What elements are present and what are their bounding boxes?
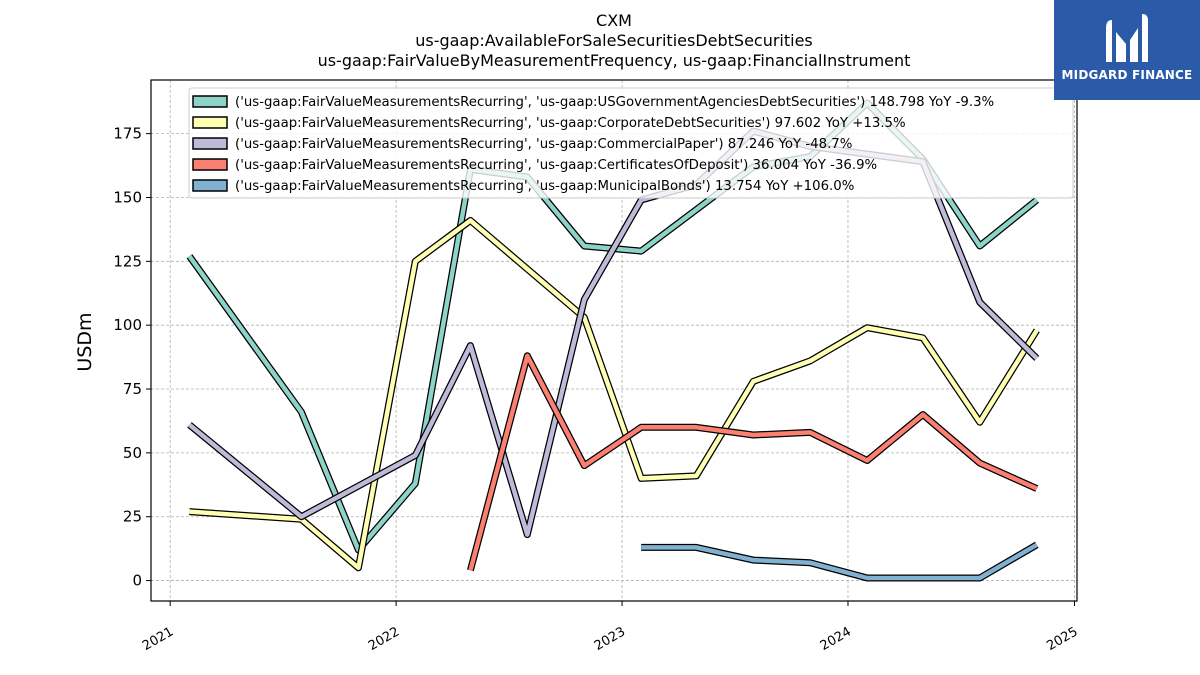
logo-mark-icon (1106, 14, 1148, 62)
legend-entry: ('us-gaap:FairValueMeasurementsRecurring… (235, 158, 877, 173)
x-tick-label: 2022 (366, 624, 402, 654)
legend-entry: ('us-gaap:FairValueMeasurementsRecurring… (235, 116, 906, 131)
y-tick-label: 75 (123, 380, 142, 398)
series-line-stroke (468, 353, 1038, 571)
y-tick-label: 50 (123, 444, 142, 462)
series-line-stroke (189, 218, 1039, 571)
legend-box (188, 87, 1074, 199)
plot-frame (150, 79, 1078, 602)
chart-title: CXMus-gaap:AvailableForSaleSecuritiesDeb… (318, 11, 911, 70)
legend-swatch (192, 137, 228, 150)
x-tick-label: 2025 (1044, 624, 1080, 654)
legend-entry: ('us-gaap:FairValueMeasurementsRecurring… (235, 95, 994, 110)
series-line (467, 352, 1039, 572)
y-tick-label: 175 (113, 125, 142, 143)
x-tick-label: 2023 (592, 624, 628, 654)
brand-logo: MIDGARD FINANCE (1054, 0, 1200, 100)
legend-swatch (192, 95, 228, 108)
chart-title-line: CXM (596, 11, 632, 30)
x-tick-label: 2024 (818, 624, 854, 654)
y-axis-ticks: 0 25 50 75 100 125 150 175 (113, 125, 151, 590)
y-tick-label: 25 (123, 508, 142, 526)
logo-text: MIDGARD FINANCE (1061, 68, 1193, 82)
chart-title-line: us-gaap:FairValueByMeasurementFrequency,… (318, 51, 911, 70)
chart-title-line: us-gaap:AvailableForSaleSecuritiesDebtSe… (415, 31, 813, 50)
x-axis-ticks: 2021 2022 2023 2024 2025 (140, 601, 1081, 654)
y-axis-label: USDm (74, 312, 96, 371)
series-line-stroke (641, 542, 1038, 581)
legend: ('us-gaap:FairValueMeasurementsRecurring… (188, 87, 1074, 199)
legend-swatch (192, 158, 228, 171)
legend-swatch (192, 179, 228, 192)
y-tick-label: 150 (113, 188, 142, 206)
series-line (189, 217, 1040, 572)
series-line-outline (467, 352, 1039, 572)
y-tick-label: 100 (113, 316, 142, 334)
legend-swatch (192, 116, 228, 129)
y-tick-label: 0 (132, 572, 142, 590)
legend-entry: ('us-gaap:FairValueMeasurementsRecurring… (235, 137, 852, 152)
legend-entry: ('us-gaap:FairValueMeasurementsRecurring… (235, 179, 854, 194)
series-line (641, 541, 1039, 582)
x-tick-label: 2021 (140, 624, 176, 654)
y-tick-label: 125 (113, 252, 142, 270)
